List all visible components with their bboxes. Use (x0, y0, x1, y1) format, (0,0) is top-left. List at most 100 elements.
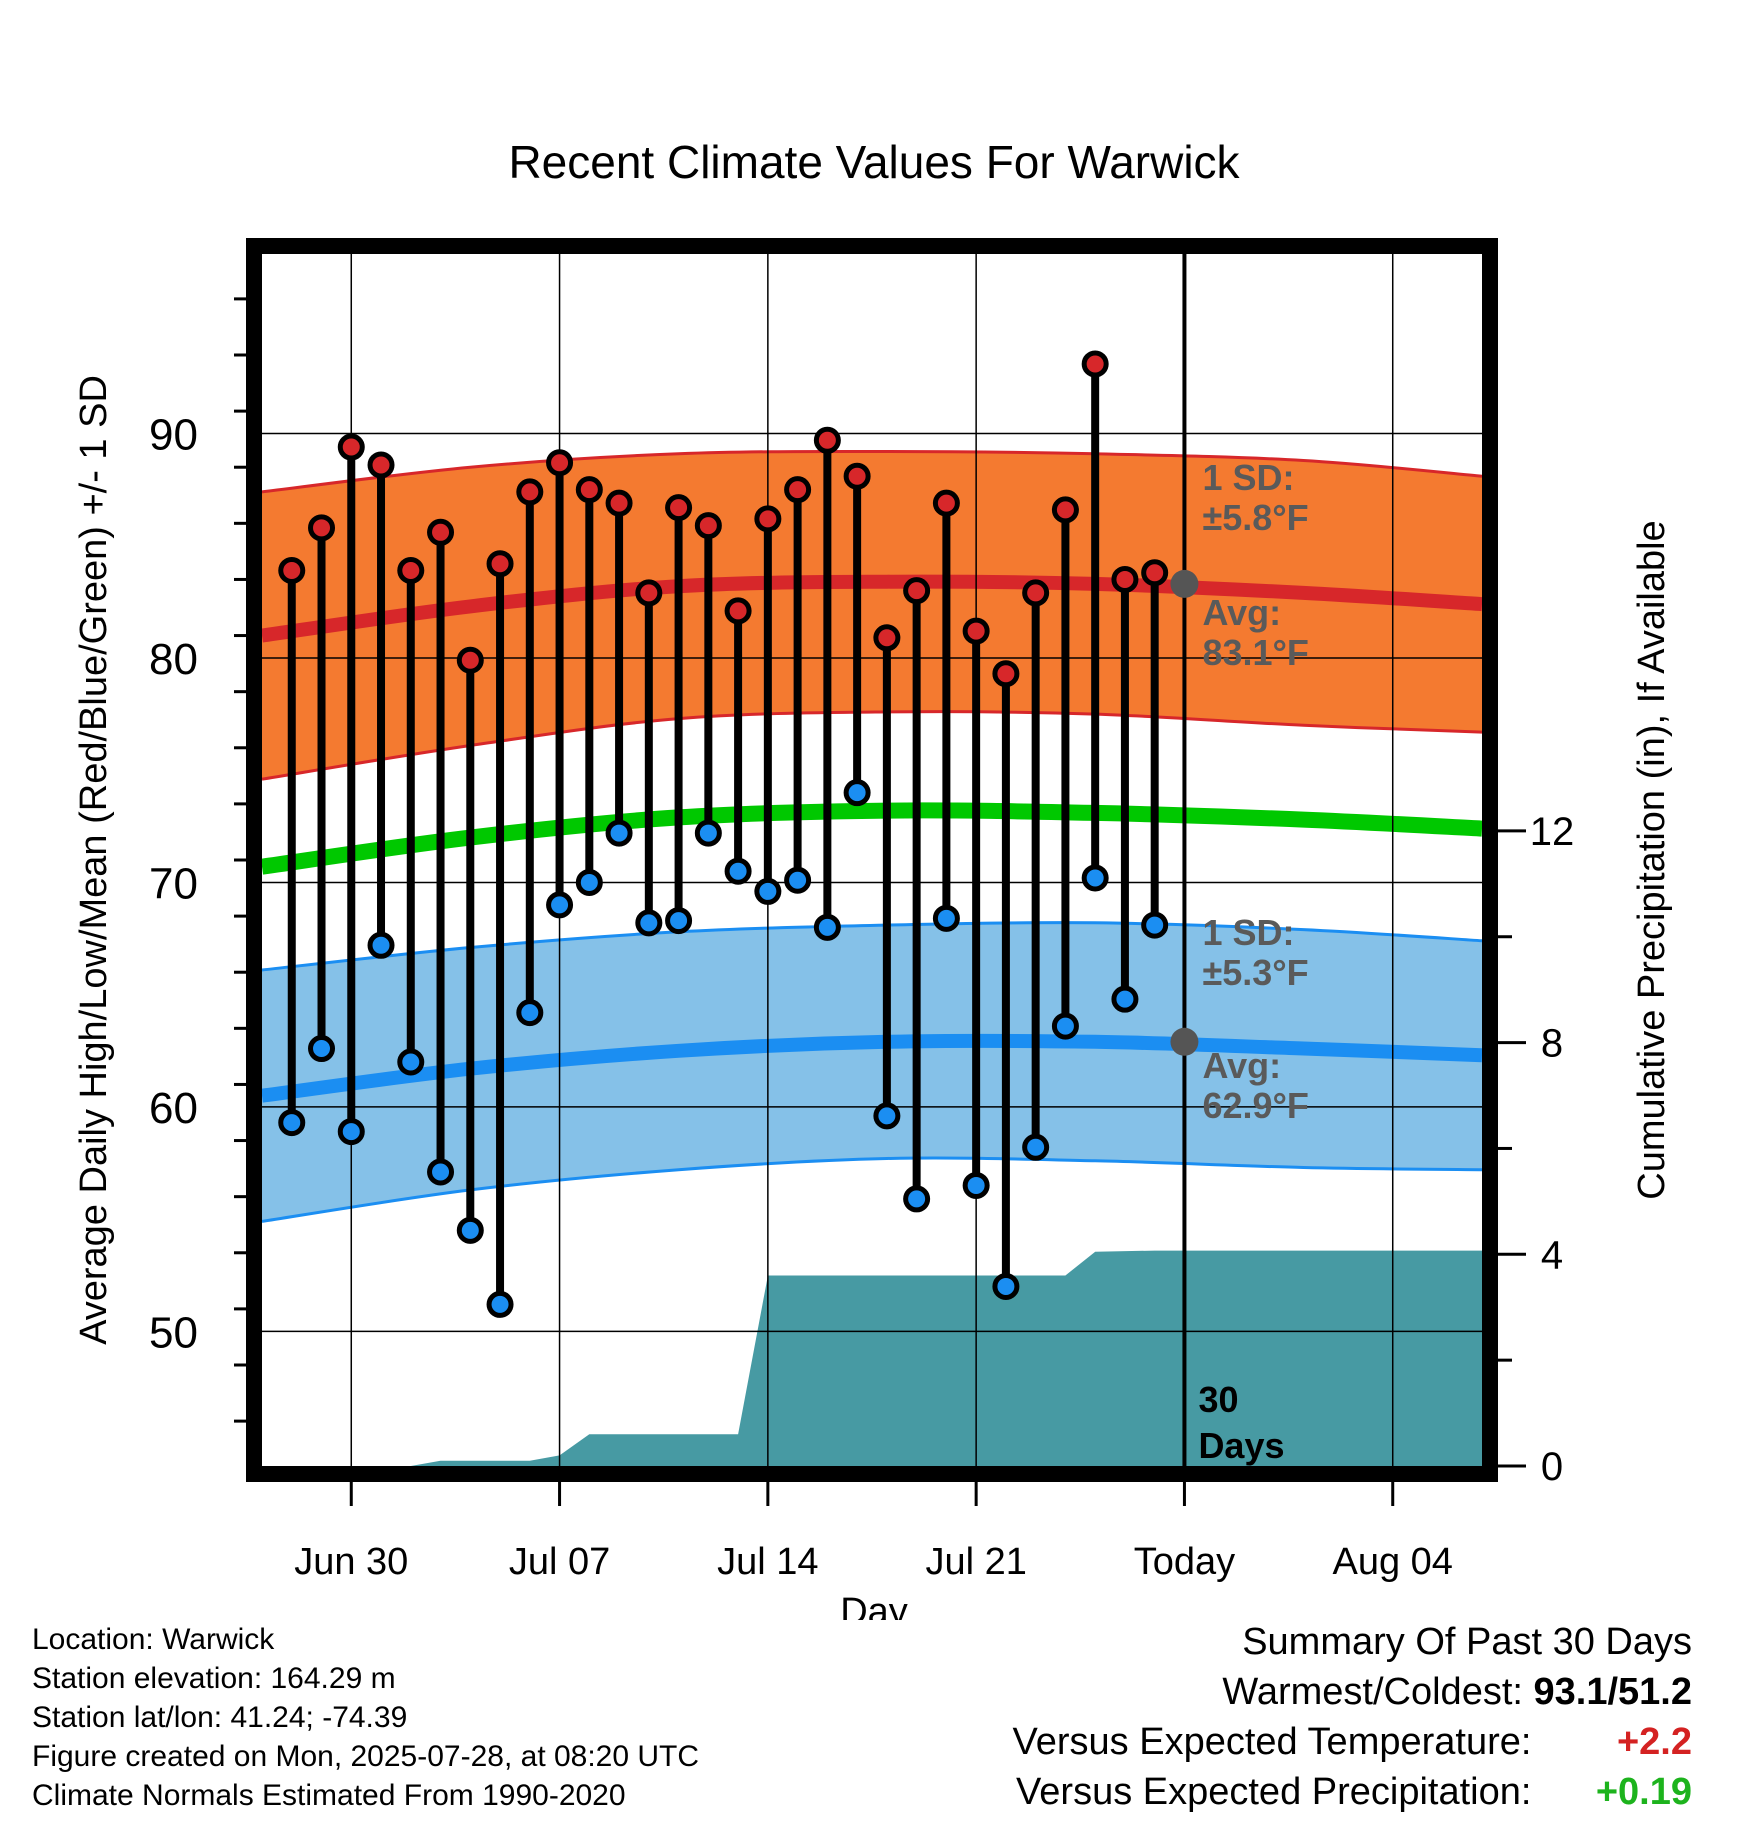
daily-high-point (1022, 579, 1050, 607)
y-tick-label: 60 (149, 1084, 198, 1133)
high-sd-value: ±5.8°F (1202, 497, 1308, 538)
daily-high-point (546, 449, 574, 477)
avg-mean-line (262, 802, 1482, 875)
normals-text: Climate Normals Estimated From 1990-2020 (32, 1779, 626, 1812)
high-avg-label: Avg: (1202, 592, 1281, 633)
high-sd-label: 1 SD: (1202, 457, 1294, 498)
daily-high-point (873, 624, 901, 652)
daily-low-point (813, 913, 841, 941)
plot-frame (246, 238, 1498, 1482)
daily-low-point (1081, 864, 1109, 892)
daily-low-point (486, 1290, 514, 1318)
daily-high-point (1111, 565, 1139, 593)
x-tick-label: Aug 04 (1333, 1541, 1453, 1583)
daily-high-point (1141, 559, 1169, 587)
daily-high-point (486, 550, 514, 578)
daily-low-point (278, 1109, 306, 1137)
precip-label: Versus Expected Precipitation: (1016, 1771, 1532, 1813)
daily-high-point (456, 646, 484, 674)
daily-high-point (843, 462, 871, 490)
daily-high-point (694, 512, 722, 540)
warm-cold-value: 93.1/51.2 (1533, 1671, 1692, 1713)
period-label-unit: Days (1198, 1425, 1284, 1466)
daily-low-point (665, 907, 693, 935)
y-tick-label: 90 (149, 411, 198, 460)
y-tick-label: 70 (149, 859, 198, 908)
daily-low-point (427, 1158, 455, 1186)
latlon-text: Station lat/lon: 41.24; -74.39 (32, 1701, 408, 1734)
daily-high-point (575, 476, 603, 504)
x-tick-label: Jun 30 (294, 1541, 408, 1583)
x-tick-label: Jul 07 (509, 1541, 610, 1583)
daily-low-point (784, 866, 812, 894)
temp-label: Versus Expected Temperature: (1012, 1721, 1532, 1763)
summary-precip: Versus Expected Precipitation: +0.19 (1013, 1767, 1692, 1817)
daily-low-point (546, 891, 574, 919)
created-text: Figure created on Mon, 2025-07-28, at 08… (32, 1740, 700, 1773)
x-axis-label: Day (840, 1591, 908, 1620)
low-sd-band (262, 922, 1482, 1222)
x-tick-label: Today (1134, 1541, 1235, 1583)
daily-high-point (337, 433, 365, 461)
daily-high-point (605, 489, 633, 517)
y2-tick-label: 4 (1541, 1233, 1563, 1277)
daily-low-point (962, 1171, 990, 1199)
daily-low-point (397, 1048, 425, 1076)
daily-high-point (932, 489, 960, 517)
climate-chart: Recent Climate Values For Warwick 1 SD:±… (73, 136, 1673, 1620)
daily-low-point (367, 931, 395, 959)
today-avg-high-dot (1170, 569, 1199, 598)
daily-low-point (1022, 1133, 1050, 1161)
elevation-text: Station elevation: 164.29 m (32, 1662, 396, 1695)
summary-panel: Summary Of Past 30 Days Warmest/Coldest:… (1013, 1617, 1692, 1817)
normal-bands (262, 449, 1482, 1223)
today-avg-low-dot (1170, 1027, 1199, 1056)
daily-low-point (932, 904, 960, 932)
y2-tick-label: 0 (1541, 1445, 1563, 1489)
daily-low-point (873, 1102, 901, 1130)
avg-high-line (262, 574, 1482, 643)
daily-high-point (278, 556, 306, 584)
cumulative-precip-area (262, 1250, 1482, 1466)
daily-high-point (308, 514, 336, 542)
y-axis-label: Average Daily High/Low/Mean (Red/Blue/Gr… (73, 375, 115, 1345)
daily-low-point (575, 868, 603, 896)
precip-area (262, 1250, 1482, 1466)
daily-high-point (754, 505, 782, 533)
daily-high-point (903, 577, 931, 605)
daily-high-point (962, 617, 990, 645)
x-tick-label: Jul 14 (717, 1541, 818, 1583)
daily-high-point (516, 478, 544, 506)
high-sd-upper (262, 449, 1482, 494)
location-text: Location: Warwick (32, 1623, 275, 1656)
chart-title: Recent Climate Values For Warwick (508, 136, 1240, 188)
summary-title: Summary Of Past 30 Days (1242, 1621, 1692, 1663)
daily-low-point (337, 1118, 365, 1146)
warm-cold-label: Warmest/Coldest: (1222, 1671, 1523, 1713)
daily-low-point (605, 819, 633, 847)
daily-low-point (754, 877, 782, 905)
daily-low-point (1141, 911, 1169, 939)
daily-stems (287, 363, 1159, 1305)
station-info: Location: Warwick Station elevation: 164… (32, 1620, 699, 1815)
daily-low-point (724, 857, 752, 885)
daily-low-point (694, 819, 722, 847)
daily-high-point (784, 476, 812, 504)
daily-high-point (813, 426, 841, 454)
daily-high-point (665, 494, 693, 522)
summary-warm-cold: Warmest/Coldest: 93.1/51.2 (1013, 1667, 1692, 1717)
daily-low-point (903, 1185, 931, 1213)
daily-low-point (1051, 1012, 1079, 1040)
daily-high-point (635, 579, 663, 607)
y2-axis-label: Cumulative Precipitation (in), If Availa… (1631, 520, 1673, 1199)
low-avg-value: 62.9°F (1202, 1085, 1308, 1126)
daily-low-point (516, 999, 544, 1027)
y2-tick-label: 12 (1530, 810, 1575, 854)
daily-low-point (456, 1216, 484, 1244)
daily-high-point (397, 556, 425, 584)
daily-high-point (1081, 350, 1109, 378)
daily-low-point (1111, 985, 1139, 1013)
daily-high-point (367, 451, 395, 479)
low-avg-label: Avg: (1202, 1045, 1281, 1086)
daily-high-point (1051, 496, 1079, 524)
